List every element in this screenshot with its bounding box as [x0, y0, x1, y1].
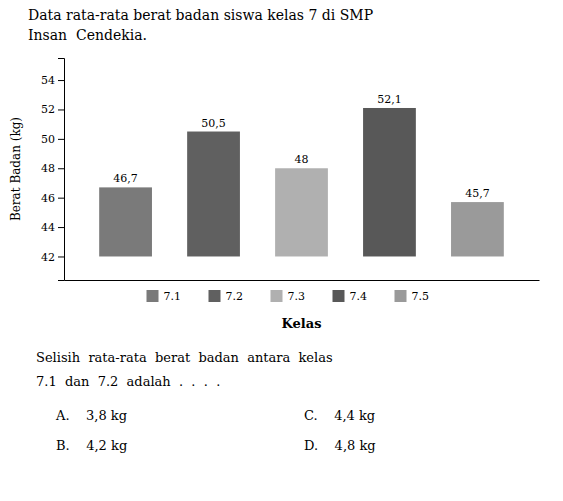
- title: Data rata-rata berat badan siswa kelas 7…: [28, 7, 373, 23]
- legend-label: 7.3: [288, 290, 306, 303]
- legend-swatch: [333, 290, 345, 302]
- tick-label: 44: [41, 221, 55, 234]
- answer: D. 4,8 kg: [304, 438, 376, 453]
- legend-swatch: [147, 290, 159, 302]
- data-labels: 46,7 50,5 48 52,1 45,7: [113, 93, 489, 200]
- data-label: 46,7: [113, 172, 137, 185]
- legend-label: 7.4: [350, 290, 368, 303]
- tick-label: 42: [41, 250, 55, 263]
- answer: A. 3,8 kg: [55, 408, 127, 423]
- answer: B. 4,2 kg: [56, 438, 127, 453]
- tick-mark: [58, 198, 64, 199]
- subtitle: Insan Cendekia.: [28, 27, 147, 43]
- tick-mark: [58, 139, 64, 140]
- y-axis: 42 44 46 48 50 52 54: [41, 59, 65, 281]
- data-label: 52,1: [377, 93, 402, 106]
- question: Selisih rata-rata berat badan antara kel…: [36, 350, 333, 365]
- tick-mark: [58, 109, 64, 110]
- tick: 48: [41, 162, 64, 175]
- legend-item: 7.4: [333, 290, 368, 303]
- axis-line: [65, 280, 540, 281]
- tick: 50: [41, 133, 64, 146]
- axis-line: [58, 59, 65, 281]
- tick-label: 52: [41, 103, 55, 116]
- tick-mark: [58, 80, 64, 81]
- bar: [187, 132, 240, 257]
- tick: 52: [41, 103, 64, 116]
- tick-label: 50: [41, 133, 55, 146]
- question: 7.1 dan 7.2 adalah . . . .: [36, 374, 220, 389]
- legend: 7.1 7.2 7.3 7.4 7.5: [147, 290, 430, 303]
- tick: 54: [41, 74, 64, 87]
- bar: [451, 202, 504, 256]
- tick: 46: [41, 192, 64, 205]
- legend-swatch: [395, 290, 407, 302]
- tick-label: 54: [41, 74, 55, 87]
- bar: [275, 168, 328, 256]
- legend-item: 7.2: [209, 290, 244, 303]
- legend-item: 7.5: [395, 290, 430, 303]
- chart: Data rata-rata berat badan siswa kelas 7…: [0, 0, 563, 501]
- tick-label: 46: [41, 192, 55, 205]
- tick: 42: [41, 250, 64, 263]
- legend-label: 7.5: [412, 290, 430, 303]
- legend-label: 7.2: [226, 290, 244, 303]
- plot: 42 44 46 48 50 52 54 46,7 50,5 48 52,1 45,7: [41, 59, 540, 281]
- x-axis: [65, 280, 540, 281]
- tick-mark: [58, 256, 64, 257]
- tick-label: 48: [41, 162, 55, 175]
- annotations: Selisih rata-rata berat badan antara kel…: [36, 350, 376, 453]
- legend-label: 7.1: [164, 290, 182, 303]
- legend-item: 7.3: [271, 290, 306, 303]
- data-label: 48: [295, 153, 309, 166]
- data-label: 45,7: [465, 187, 490, 200]
- legend-swatch: [209, 290, 221, 302]
- data-label: 50,5: [201, 117, 226, 130]
- bar: [363, 108, 416, 256]
- bar: [99, 187, 152, 256]
- legend-item: 7.1: [147, 290, 182, 303]
- y-axis-title: Berat Badan (kg): [9, 117, 23, 221]
- answer: C. 4,4 kg: [304, 408, 375, 423]
- legend-swatch: [271, 290, 283, 302]
- tick-mark: [58, 227, 64, 228]
- tick-mark: [58, 168, 64, 169]
- x-axis-title: Kelas: [282, 316, 322, 331]
- tick: 44: [41, 221, 64, 234]
- bars: [99, 108, 504, 256]
